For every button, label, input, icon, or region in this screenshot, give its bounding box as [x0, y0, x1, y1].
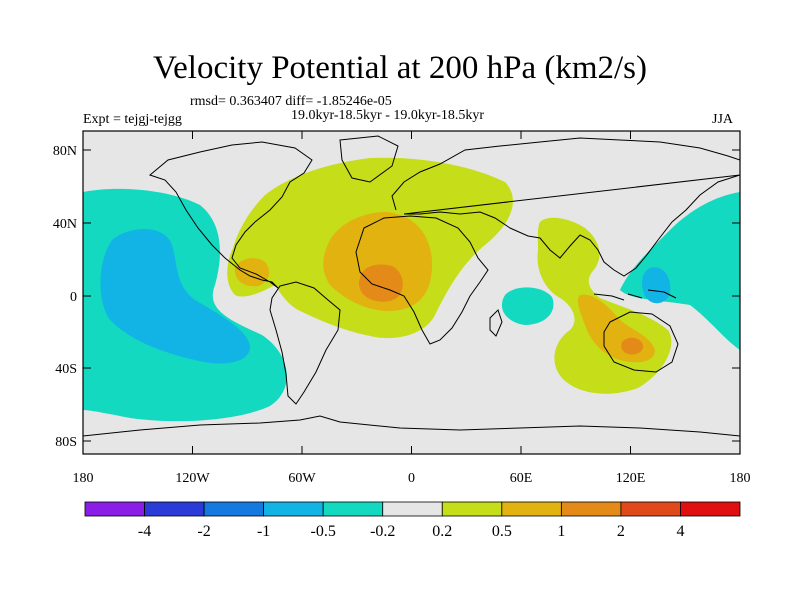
north-america-coast [148, 141, 313, 289]
colorbar-label: 1 [557, 523, 565, 540]
west-pacific-negative-region [620, 192, 740, 350]
africa-maximum-region [359, 264, 403, 302]
lat-tick-label: 80N [53, 144, 77, 159]
colorbar-label: -4 [138, 523, 151, 540]
west-pacific-minimum-region [642, 267, 671, 304]
colorbar-label: 0.2 [432, 523, 452, 540]
south-america-coast [269, 281, 341, 405]
colorbar-swatch [560, 501, 622, 517]
colorbar-swatch [441, 501, 503, 517]
colorbar-swatch [144, 501, 205, 517]
eurasia-coast [391, 137, 740, 277]
colorbar-label: -2 [197, 523, 210, 540]
colorbar: -4 -2 -1 -0.5 -0.2 0.2 0.5 1 2 4 [84, 501, 741, 540]
australia-coast [603, 311, 679, 373]
indian-ocean-negative-region [501, 287, 554, 325]
lat-tick-label: 40S [55, 362, 77, 377]
africa-coast [355, 215, 489, 345]
lon-tick-label: 180 [730, 471, 751, 486]
colorbar-label: 0.5 [492, 523, 512, 540]
colorbar-label: 2 [617, 523, 625, 540]
greenland-coast [339, 135, 399, 183]
lon-tick-label: 60W [288, 471, 316, 486]
lon-tick-label: 60E [510, 471, 533, 486]
pacific-minimum-region [100, 228, 251, 364]
lon-tick-label: 180 [73, 471, 94, 486]
colorbar-swatch [680, 501, 741, 517]
stats-text: rmsd= 0.363407 diff= -1.85246e-05 [190, 94, 392, 109]
colorbar-swatch [84, 501, 145, 517]
axis-ticks: 80N 40N 0 40S 80S 180 120W 60W 0 60E 120E 180 [53, 131, 751, 486]
lat-tick-label: 40N [53, 217, 77, 232]
colorbar-swatch [263, 501, 324, 517]
lat-tick-label: 0 [70, 290, 77, 305]
colorbar-swatch [203, 501, 265, 517]
antarctica-coast [83, 415, 740, 437]
experiment-label: Expt = tejgj-tejgg [83, 112, 182, 127]
colorbar-swatch [382, 501, 443, 517]
lat-tick-label: 80S [55, 435, 77, 450]
coastlines [83, 135, 740, 437]
madagascar-coast [489, 309, 503, 337]
colorbar-label: -0.2 [370, 523, 395, 540]
lon-tick-label: 120W [175, 471, 210, 486]
plot-title: Velocity Potential at 200 hPa (km2/s) [152, 50, 648, 86]
lon-tick-label: 0 [408, 471, 415, 486]
period-text: 19.0kyr-18.5kyr - 19.0kyr-18.5kyr [291, 108, 485, 123]
colorbar-label: -1 [257, 523, 270, 540]
colorbar-swatch [620, 501, 681, 517]
colorbar-label: -0.5 [311, 523, 336, 540]
indonesia-coast [593, 289, 677, 301]
australia-maximum-region [621, 337, 644, 355]
lon-tick-label: 120E [616, 471, 646, 486]
atlantic-moderate-region [323, 212, 433, 311]
season-label: JJA [712, 112, 734, 127]
colorbar-swatch [322, 501, 384, 517]
colorbar-swatch [501, 501, 562, 517]
colorbar-label: 4 [676, 523, 684, 540]
